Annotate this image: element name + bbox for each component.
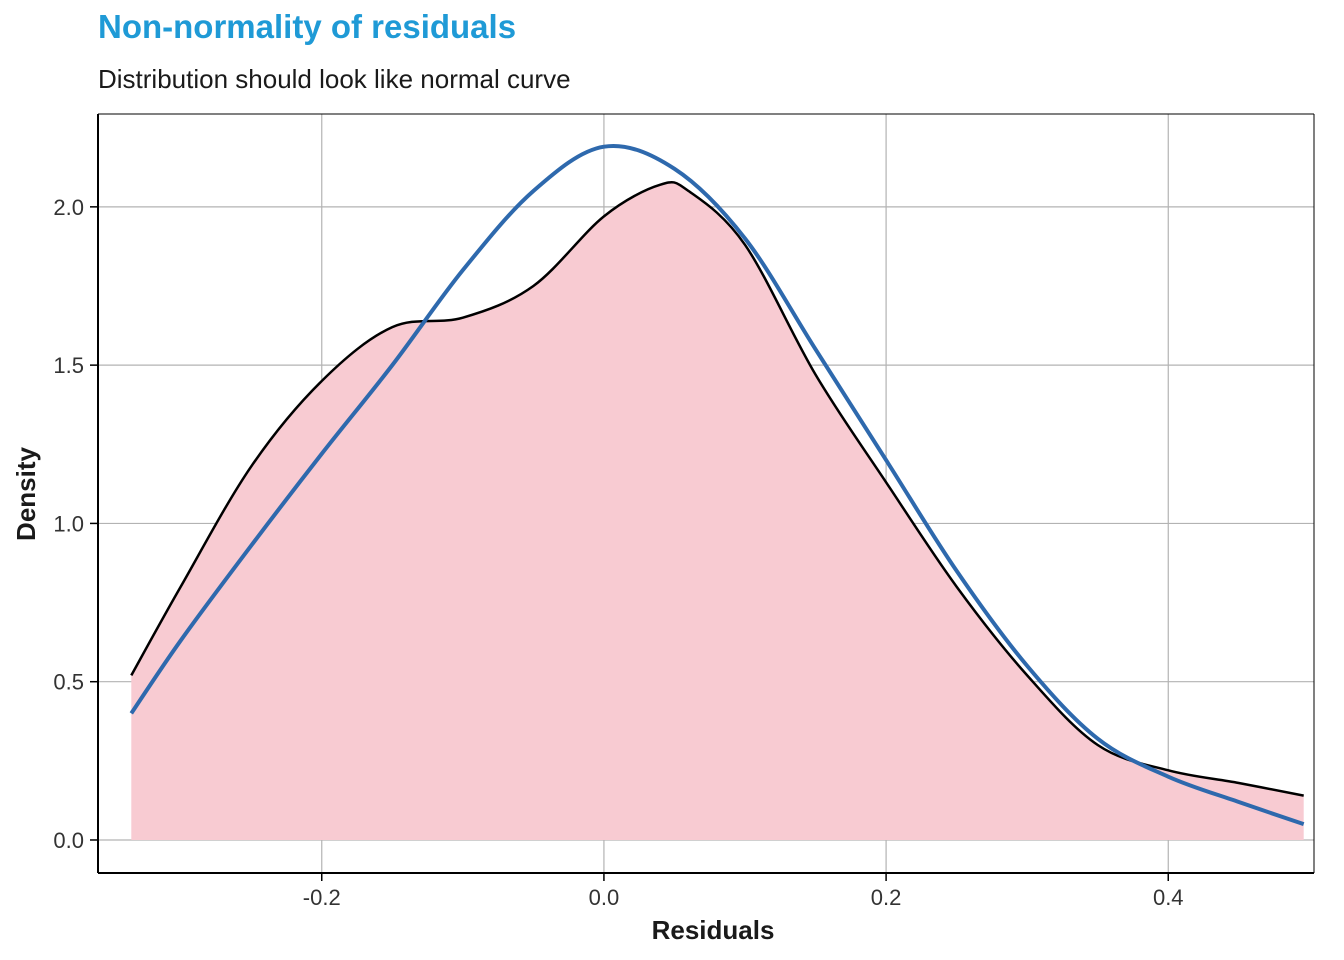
density-area bbox=[131, 182, 1304, 840]
density-curve bbox=[130, 180, 1304, 797]
normal-curve bbox=[129, 143, 1305, 827]
x-axis-ticks: -0.2 0.0 0.2 0.4 bbox=[303, 873, 1184, 910]
x-tick-label-1: 0.0 bbox=[589, 885, 620, 910]
chart-subtitle: Distribution should look like normal cur… bbox=[98, 64, 571, 94]
y-tick-label-2: 1.0 bbox=[53, 511, 84, 536]
x-tick-label-2: 0.2 bbox=[871, 885, 902, 910]
y-tick-label-4: 2.0 bbox=[53, 195, 84, 220]
y-tick-label-1: 0.5 bbox=[53, 670, 84, 695]
x-axis-title: Residuals bbox=[652, 915, 775, 945]
y-axis-ticks: 0.0 0.5 1.0 1.5 2.0 bbox=[53, 195, 98, 853]
chart-title: Non-normality of residuals bbox=[98, 8, 516, 45]
y-tick-label-3: 1.5 bbox=[53, 353, 84, 378]
y-axis-title: Density bbox=[11, 447, 41, 541]
x-tick-label-3: 0.4 bbox=[1153, 885, 1184, 910]
x-tick-label-0: -0.2 bbox=[303, 885, 341, 910]
y-tick-label-0: 0.0 bbox=[53, 828, 84, 853]
